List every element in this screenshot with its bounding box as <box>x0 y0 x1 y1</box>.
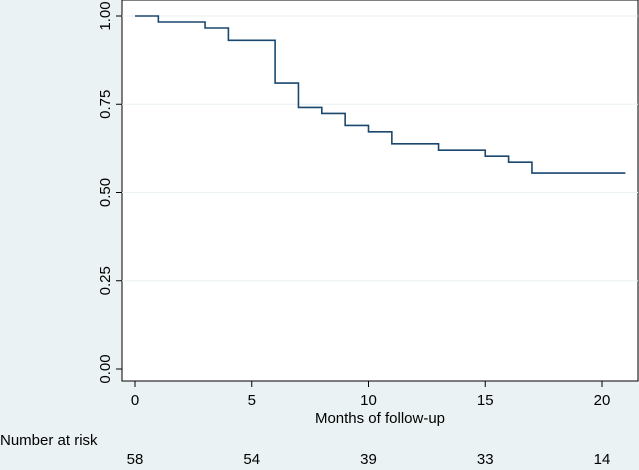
x-tick-label: 10 <box>360 392 377 409</box>
risk-count: 54 <box>243 451 260 465</box>
x-axis-label: Months of follow-up <box>315 410 445 427</box>
y-tick-label: 0.00 <box>97 354 114 383</box>
x-tick-label: 20 <box>594 392 611 409</box>
gridlines <box>122 15 638 282</box>
x-tick-label: 15 <box>477 392 494 409</box>
y-tick-label: 0.50 <box>97 178 114 207</box>
risk-count: 39 <box>360 451 377 465</box>
risk-count: 58 <box>127 451 144 465</box>
y-tick-label: 0.25 <box>97 266 114 295</box>
x-axis: 0 5 10 15 20 <box>131 381 611 409</box>
risk-table: 58 54 39 33 14 <box>127 451 611 468</box>
risk-count: 14 <box>594 451 611 465</box>
risk-count: 33 <box>477 451 494 465</box>
y-axis: 0.00 0.25 0.50 0.75 1.00 <box>97 1 122 384</box>
y-tick-label: 0.75 <box>97 90 114 119</box>
survival-curve <box>135 15 626 174</box>
y-tick-label: 1.00 <box>97 1 114 30</box>
plot-area <box>121 0 639 382</box>
x-tick-label: 5 <box>248 392 256 409</box>
x-tick-label: 0 <box>131 392 139 409</box>
risk-table-title: Number at risk <box>0 432 98 449</box>
series-group <box>135 15 626 174</box>
